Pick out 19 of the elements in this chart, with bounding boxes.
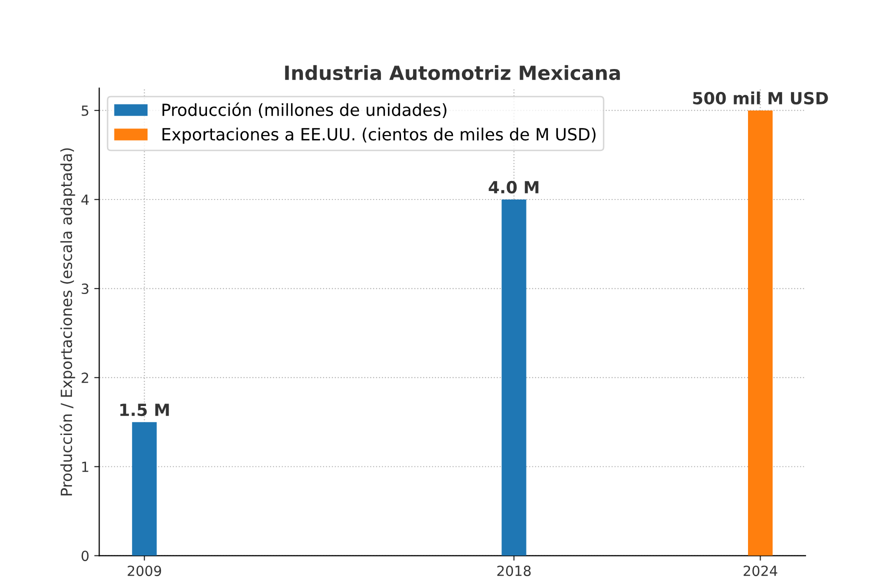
legend-label: Exportaciones a EE.UU. (cientos de miles de M USD) [162, 128, 596, 144]
data-label: 4.0 M [488, 180, 538, 194]
annotation: 500 mil M USD [693, 92, 828, 104]
bar [132, 422, 157, 556]
y-tick-label: 1 [82, 462, 88, 472]
y-tick-label: 5 [82, 106, 88, 116]
y-tick-label: 0 [82, 550, 89, 562]
x-tick-label: 2018 [497, 566, 531, 576]
x-tick-label: 2009 [128, 566, 162, 576]
y-axis-title: Producción / Exportaciones (escala adaptada) [60, 148, 76, 496]
y-tick-label: 2 [82, 372, 88, 383]
bar [502, 200, 526, 556]
y-tick-label: 3 [82, 284, 88, 294]
data-label: 1.5 M [120, 404, 169, 416]
x-tick-label: 2024 [744, 566, 778, 576]
y-tick-label: 4 [81, 194, 89, 205]
legend-label: Producción (millones de unidades) [162, 102, 446, 118]
chart-title: Industria Automotriz Mexicana [285, 65, 620, 80]
bar [748, 110, 773, 556]
